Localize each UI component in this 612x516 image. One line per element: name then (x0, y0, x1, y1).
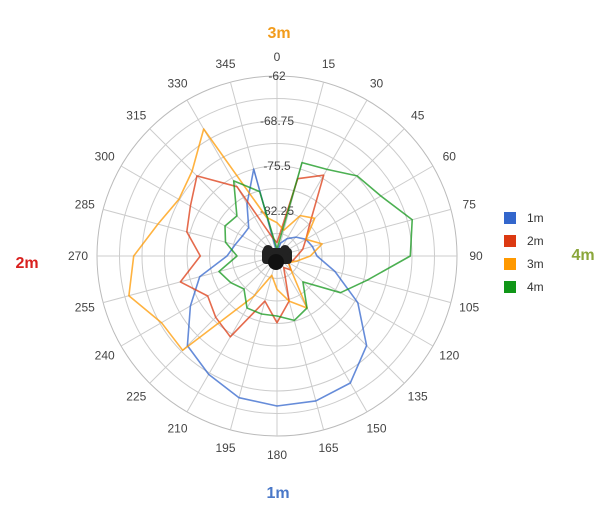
angle-tick-label: 210 (167, 421, 187, 435)
angle-tick-label: 105 (459, 301, 479, 315)
angle-tick-label: 45 (411, 108, 425, 122)
angle-tick-label: 300 (95, 150, 115, 164)
legend-swatch (504, 258, 516, 270)
legend: 1m 2m 3m 4m (504, 211, 544, 294)
series-line-3m (128, 128, 323, 352)
series-line-4m (218, 161, 414, 322)
grid-spoke (276, 208, 451, 257)
grid-spoke (103, 208, 278, 257)
angle-tick-label: 255 (75, 301, 95, 315)
series-lines (128, 128, 414, 407)
direction-label-right: 4m (571, 247, 594, 264)
direction-label-bottom: 1m (266, 485, 289, 502)
legend-item-2m[interactable]: 2m (504, 234, 544, 248)
grid-spoke (276, 255, 434, 347)
angle-tick-label: 120 (439, 349, 459, 363)
grid-spoke (149, 128, 278, 257)
legend-label: 3m (527, 257, 544, 271)
angle-tick-label: 270 (68, 249, 88, 263)
angle-tick-label: 0 (274, 50, 281, 64)
angle-tick-label: 315 (126, 108, 146, 122)
angle-tick-label: 135 (408, 390, 428, 404)
angle-tick-label: 15 (322, 57, 336, 71)
angle-tick-label: 180 (267, 448, 287, 462)
angle-tick-labels: 0 15 30 45 60 75 90 105 120 135 150 165 180 195 210 225… (68, 50, 483, 462)
direction-label-top: 3m (267, 25, 290, 42)
legend-swatch (504, 235, 516, 247)
angle-tick-label: 240 (95, 349, 115, 363)
angle-tick-label: 345 (215, 57, 235, 71)
grid-spoke (229, 255, 278, 430)
legend-item-1m[interactable]: 1m (504, 211, 544, 225)
legend-swatch (504, 212, 516, 224)
legend-label: 4m (527, 280, 544, 294)
angle-tick-label: 75 (463, 198, 477, 212)
legend-item-3m[interactable]: 3m (504, 257, 544, 271)
grid-spoke (276, 255, 368, 413)
grid-spoke (276, 99, 368, 257)
grid-spoke (276, 165, 434, 257)
grid-spoke (103, 255, 278, 304)
grid-spoke (186, 99, 278, 257)
grid-spoke (120, 255, 278, 347)
legend-label: 1m (527, 211, 544, 225)
legend-swatch (504, 281, 516, 293)
radial-tick-label: -62 (268, 69, 286, 83)
angle-tick-label: 150 (366, 421, 386, 435)
angle-tick-label: 165 (318, 441, 338, 455)
polar-grid (96, 75, 458, 437)
grid-spoke (120, 165, 278, 257)
angle-tick-label: 90 (469, 249, 483, 263)
legend-item-4m[interactable]: 4m (504, 280, 544, 294)
grid-spoke (276, 128, 405, 257)
legend-label: 2m (527, 234, 544, 248)
radial-tick-label: -75.5 (263, 159, 291, 173)
grid-spoke (276, 255, 451, 304)
angle-tick-label: 225 (126, 390, 146, 404)
radial-tick-label: -68.75 (260, 114, 294, 128)
grid-spoke (276, 255, 405, 384)
angle-tick-label: 330 (167, 77, 187, 91)
direction-label-left: 2m (15, 255, 38, 272)
angle-tick-label: 195 (215, 441, 235, 455)
grid-spoke (149, 255, 278, 384)
angle-tick-label: 30 (370, 77, 384, 91)
angle-tick-label: 285 (75, 198, 95, 212)
speaker-icon (262, 245, 292, 270)
grid-spoke (276, 255, 325, 430)
angle-tick-label: 60 (443, 150, 457, 164)
